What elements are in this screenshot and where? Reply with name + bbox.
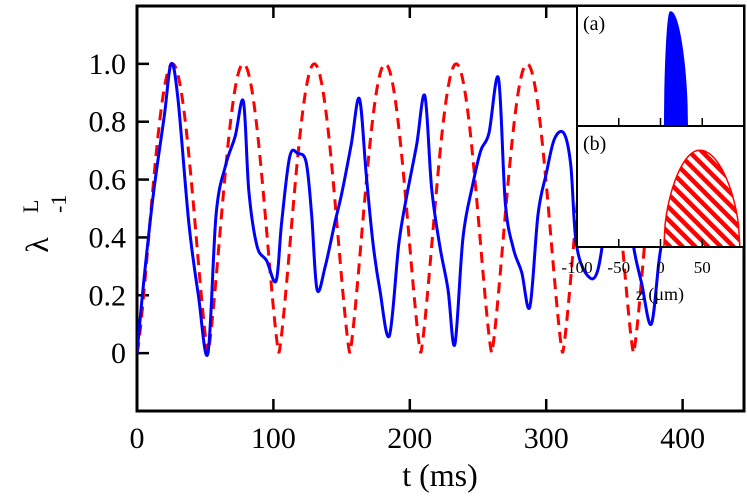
- series-achieved-line: [137, 61, 685, 357]
- inset-x-axis-title: z (μm): [636, 284, 684, 305]
- y-tick-label: 0: [111, 337, 126, 370]
- x-tick-label: 100: [251, 422, 296, 455]
- svg-text:λ: λ: [19, 237, 55, 253]
- inset-panels: (a) (b): [583, 11, 741, 248]
- y-axis-title-superscript: L: [18, 200, 43, 213]
- x-tick-label: 400: [660, 422, 705, 455]
- inset: (a) (b) -100 -50 0 50 z (μm): [561, 5, 745, 305]
- main-ticks: 0 100 200 300 400 0 0.2 0.4 0.6 0.8 1.0: [89, 6, 705, 455]
- y-axis-title-base: λ: [19, 237, 55, 253]
- x-tick-label: 200: [387, 422, 432, 455]
- inset-ticks: -100 -50 0 50: [561, 118, 711, 277]
- y-tick-label: 0.2: [89, 279, 127, 312]
- inset-x-tick-label: 50: [694, 258, 711, 277]
- inset-profile-b: [663, 149, 741, 248]
- x-axis-title: t (ms): [402, 457, 478, 493]
- y-tick-label: 0.6: [89, 164, 127, 197]
- inset-x-tick-label: -50: [607, 258, 630, 277]
- x-tick-label: 300: [524, 422, 569, 455]
- y-tick-label: 0.4: [89, 221, 127, 254]
- y-tick-label: 1.0: [89, 48, 127, 81]
- x-tick-label: 0: [130, 422, 145, 455]
- y-axis-title: λ L -1: [18, 195, 71, 253]
- y-tick-label: 0.8: [89, 106, 127, 139]
- inset-profile-a: [663, 11, 688, 127]
- inset-panel-label: (a): [583, 13, 605, 35]
- y-axis-title-subscript: -1: [46, 195, 71, 213]
- inset-x-tick-label: -100: [561, 258, 592, 277]
- inset-x-tick-label: 0: [656, 258, 665, 277]
- inset-panel-label: (b): [583, 133, 606, 155]
